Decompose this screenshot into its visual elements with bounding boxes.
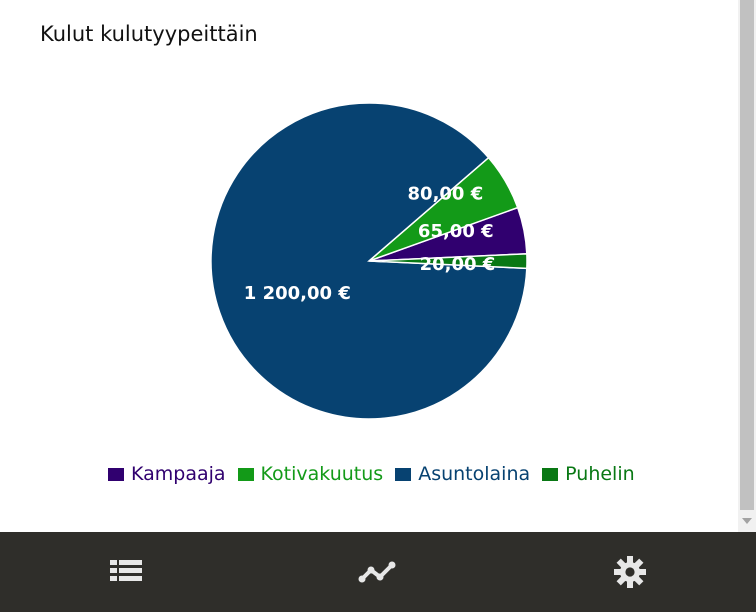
- legend-swatch: [542, 467, 559, 481]
- expense-pie-chart: 65,00 € 80,00 € 1 200,00 € 20,00 €: [210, 102, 528, 420]
- legend-swatch: [395, 467, 412, 481]
- nav-list-button[interactable]: [86, 532, 166, 612]
- pie-slices: [210, 102, 528, 420]
- nav-settings-button[interactable]: [590, 532, 670, 612]
- pie-data-label: 20,00 €: [420, 254, 496, 275]
- list-icon: [110, 560, 142, 581]
- vertical-scrollbar[interactable]: [738, 0, 756, 532]
- legend-item-asuntolaina[interactable]: Asuntolaina: [395, 463, 530, 485]
- pie-data-label: 80,00 €: [408, 183, 484, 204]
- content-area: Kulut kulutyypeittäin 65,00 € 80,00 € 1 20…: [40, 22, 635, 486]
- bottom-navigation: [0, 532, 756, 612]
- legend-item-puhelin[interactable]: Puhelin: [542, 463, 635, 485]
- scroll-down-arrow-icon[interactable]: [742, 518, 752, 524]
- pie-labels: 65,00 € 80,00 € 1 200,00 € 20,00 €: [244, 183, 496, 303]
- pie-slice-puhelin[interactable]: [368, 253, 528, 270]
- legend-swatch: [237, 467, 254, 481]
- trend-icon: [358, 561, 396, 583]
- legend-swatch: [108, 467, 124, 481]
- chart-legend: Kampaaja Kotivakuutus Asuntolaina Puheli…: [108, 462, 635, 486]
- pie-slice-asuntolaina[interactable]: [210, 102, 528, 420]
- legend-item-kotivakuutus[interactable]: Kotivakuutus: [237, 463, 384, 485]
- scrollbar-thumb[interactable]: [740, 0, 754, 510]
- legend-label: Kotivakuutus: [260, 463, 384, 485]
- legend-label: Asuntolaina: [418, 463, 531, 485]
- nav-trend-button[interactable]: [338, 532, 418, 612]
- legend-label: Puhelin: [565, 463, 635, 485]
- pie-data-label: 1 200,00 €: [244, 283, 351, 304]
- pie-data-label: 65,00 €: [418, 221, 494, 242]
- legend-item-kampaaja[interactable]: Kampaaja: [108, 463, 226, 485]
- page-title: Kulut kulutyypeittäin: [40, 22, 258, 46]
- gear-icon: [614, 556, 646, 588]
- legend-label: Kampaaja: [131, 463, 226, 485]
